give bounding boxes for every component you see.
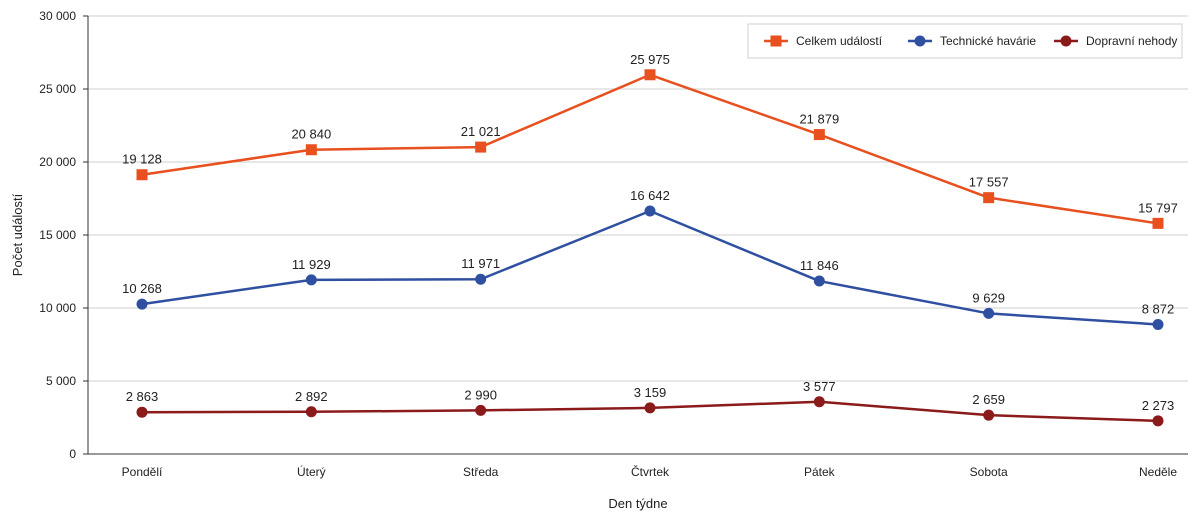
data-point: [1152, 217, 1164, 229]
data-label-layer: 19 128 20 840 21 021 25 975 21 879 17 557 15 7…: [122, 52, 1178, 413]
data-point: [983, 192, 995, 204]
data-point: [983, 307, 995, 319]
data-label: 8 872: [1142, 301, 1175, 316]
data-label: 21 879: [799, 112, 839, 127]
data-point: [644, 402, 656, 414]
axis-layer: 0 5 000 10 000 15 000 20 000 25 000 30 000 Pond…: [39, 9, 1188, 479]
series-1: [136, 205, 1164, 330]
y-tick-label: 5 000: [46, 374, 76, 388]
data-point: [136, 406, 148, 418]
data-label: 2 273: [1142, 398, 1175, 413]
data-label: 2 892: [295, 389, 328, 404]
legend-label: Dopravní nehody: [1086, 34, 1177, 48]
x-tick-label: Sobota: [970, 465, 1008, 479]
data-point: [644, 69, 656, 81]
data-point: [1152, 415, 1164, 427]
y-axis-title: Počet událostí: [10, 193, 25, 276]
y-tick-label: 30 000: [39, 9, 76, 23]
legend-item: Celkem událostí: [764, 34, 883, 48]
data-label: 15 797: [1138, 200, 1178, 215]
data-label: 19 128: [122, 152, 162, 167]
data-point: [305, 274, 317, 286]
data-label: 3 159: [634, 385, 667, 400]
legend-label: Technické havárie: [940, 34, 1036, 48]
data-label: 21 021: [461, 124, 501, 139]
x-tick-label: Pátek: [804, 465, 836, 479]
data-point: [136, 298, 148, 310]
data-label: 3 577: [803, 379, 836, 394]
grid-layer: [88, 15, 1188, 382]
data-label: 25 975: [630, 52, 670, 67]
data-point: [813, 396, 825, 408]
data-label: 17 557: [969, 175, 1009, 190]
series-0: [136, 69, 1164, 229]
y-tick-label: 20 000: [39, 155, 76, 169]
data-label: 16 642: [630, 188, 670, 203]
data-point: [305, 406, 317, 418]
data-point: [475, 141, 487, 153]
legend-box: [747, 23, 1183, 59]
data-label: 9 629: [972, 290, 1005, 305]
data-label: 10 268: [122, 281, 162, 296]
data-label: 11 846: [800, 258, 839, 273]
x-tick-label: Úterý: [297, 464, 326, 479]
data-label: 20 840: [291, 127, 331, 142]
data-label: 2 659: [972, 392, 1005, 407]
data-point: [136, 169, 148, 181]
data-point: [305, 144, 317, 156]
data-point: [813, 275, 825, 287]
legend-item: Dopravní nehody: [1054, 34, 1177, 48]
y-tick-label: 15 000: [39, 228, 76, 242]
series-2: [136, 396, 1164, 427]
data-point: [644, 205, 656, 217]
data-label: 2 863: [126, 389, 159, 404]
data-point: [475, 273, 487, 285]
legend-marker: [770, 35, 782, 47]
legend: Celkem událostí Technické havárie Dopravní…: [747, 23, 1183, 59]
y-tick-label: 0: [69, 447, 76, 461]
legend-label: Celkem událostí: [796, 34, 883, 48]
data-point: [813, 129, 825, 141]
data-point: [1152, 318, 1164, 330]
y-tick-label: 10 000: [39, 301, 76, 315]
legend-item: Technické havárie: [908, 34, 1036, 48]
legend-marker: [914, 35, 926, 47]
data-label: 11 929: [292, 257, 331, 272]
data-point: [475, 404, 487, 416]
x-axis-title: Den týdne: [608, 496, 667, 511]
series-layer: [136, 69, 1164, 427]
x-tick-label: Středa: [463, 465, 499, 479]
y-tick-label: 25 000: [39, 82, 76, 96]
x-tick-label: Pondělí: [122, 465, 163, 479]
data-label: 2 990: [464, 387, 497, 402]
legend-marker: [1060, 35, 1072, 47]
data-label: 11 971: [461, 256, 500, 271]
data-point: [983, 409, 995, 421]
x-tick-label: Čtvrtek: [631, 464, 670, 479]
x-tick-label: Neděle: [1139, 465, 1177, 479]
